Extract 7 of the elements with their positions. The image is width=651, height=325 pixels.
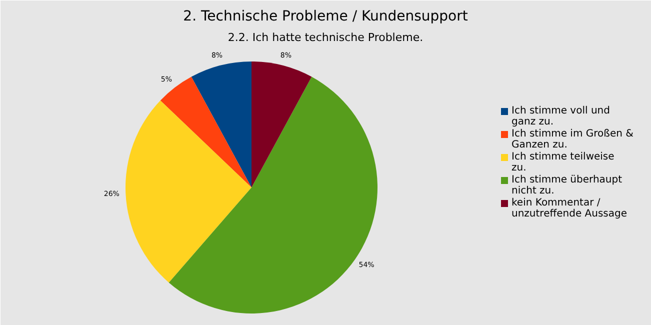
legend-label: Ich stimme voll und ganz zu. — [512, 106, 610, 128]
legend-label: Ich stimme im Großen & Ganzen zu. — [512, 128, 634, 150]
legend-label: Ich stimme überhaupt nicht zu. — [512, 174, 622, 196]
legend-label: Ich stimme teilweise zu. — [512, 152, 614, 174]
chart-subtitle: 2.2. Ich hatte technische Probleme. — [228, 31, 424, 44]
chart-title: 2. Technische Probleme / Kundensupport — [183, 8, 468, 24]
legend-label: kein Kommentar / unzutreffende Aussage — [512, 198, 628, 220]
